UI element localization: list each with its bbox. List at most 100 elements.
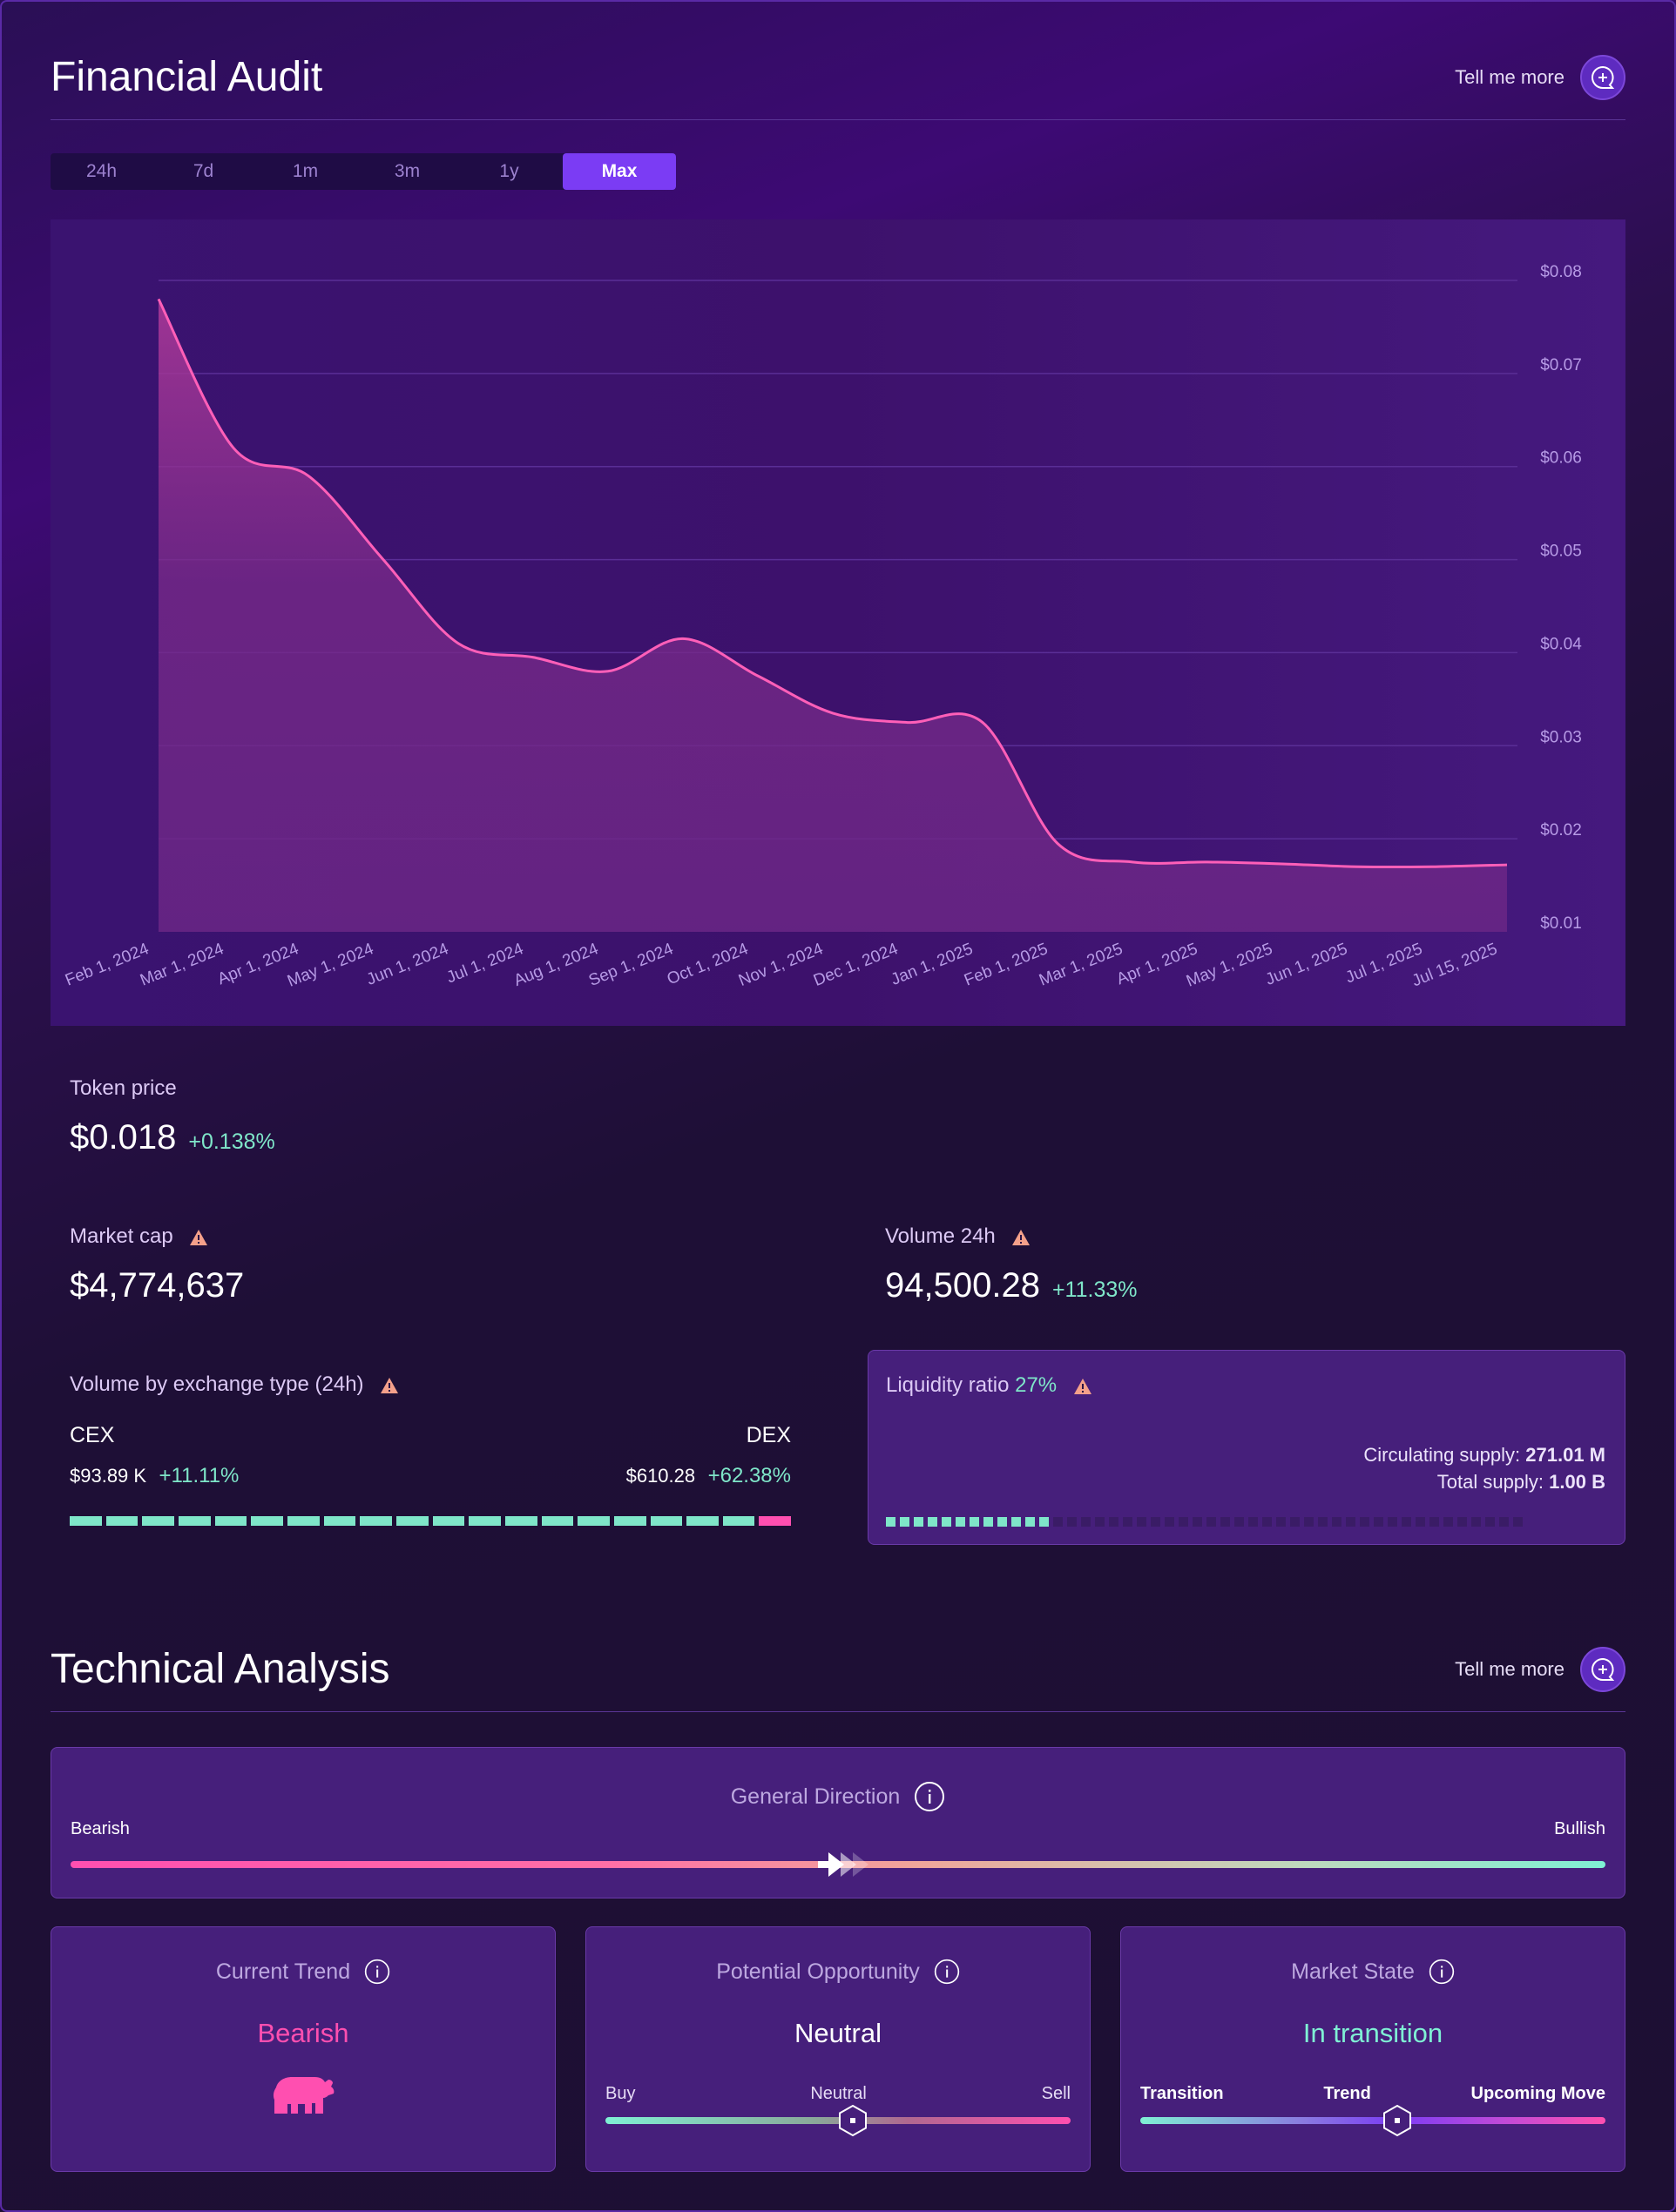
liquidity-segment-empty bbox=[1471, 1517, 1481, 1527]
liquidity-segment-empty bbox=[1123, 1517, 1132, 1527]
opportunity-scale-labels: Buy Neutral Sell bbox=[605, 2084, 1071, 2104]
liquidity-segment-empty bbox=[1513, 1517, 1523, 1527]
cex-segment bbox=[323, 1516, 356, 1526]
y-tick-label: $0.03 bbox=[1540, 728, 1582, 746]
cex-segment bbox=[251, 1516, 283, 1526]
market-cap-label-row: Market cap bbox=[70, 1224, 244, 1249]
liquidity-segment-empty bbox=[1499, 1517, 1509, 1527]
price-chart-svg: $0.08 $0.07 $0.06 $0.05 $0.04 $0.03 $0.02 $0.01… bbox=[63, 263, 1582, 991]
liquidity-segment-filled bbox=[997, 1517, 1007, 1527]
buy-label: Buy bbox=[605, 2084, 636, 2103]
trend-title: Current Trend bbox=[215, 1959, 351, 1984]
chat-plus-icon[interactable] bbox=[1580, 1646, 1625, 1692]
liquidity-segment-empty bbox=[1290, 1517, 1300, 1527]
cex-segment bbox=[70, 1516, 102, 1526]
liquidity-segment-empty bbox=[1457, 1517, 1467, 1527]
dex-label: DEX bbox=[746, 1423, 791, 1447]
warning-icon[interactable] bbox=[1073, 1378, 1092, 1395]
x-tick-label: Jun 1, 2025 bbox=[1263, 940, 1350, 989]
x-tick-label: May 1, 2025 bbox=[1184, 940, 1275, 991]
cex-segment bbox=[613, 1516, 646, 1526]
x-tick-label: Oct 1, 2024 bbox=[665, 940, 751, 988]
bullish-label: Bullish bbox=[1554, 1819, 1605, 1838]
liquidity-segment-empty bbox=[1109, 1517, 1118, 1527]
liquidity-segment-empty bbox=[1193, 1517, 1202, 1527]
y-tick-label: $0.01 bbox=[1540, 914, 1582, 933]
tab-24h[interactable]: 24h bbox=[85, 161, 118, 181]
price-area bbox=[159, 299, 1507, 932]
x-tick-label: Jul 15, 2025 bbox=[1409, 940, 1500, 990]
technical-tell-more-button[interactable]: Tell me more bbox=[1455, 1646, 1625, 1692]
liquidity-segment-filled bbox=[1025, 1517, 1035, 1527]
bear-icon bbox=[273, 2077, 335, 2114]
cex-segment bbox=[395, 1516, 429, 1526]
liquidity-segment-empty bbox=[1053, 1517, 1063, 1527]
liquidity-segment-empty bbox=[1360, 1517, 1369, 1527]
exchange-volume-block: Volume by exchange type (24h) CEX DEX $9… bbox=[70, 1372, 792, 1526]
liquidity-segment-filled bbox=[928, 1517, 937, 1527]
liquidity-segment-empty bbox=[1165, 1517, 1174, 1527]
x-tick-label: Sep 1, 2024 bbox=[586, 940, 676, 990]
liquidity-segment-empty bbox=[1095, 1517, 1105, 1527]
tab-1m[interactable]: 1m bbox=[292, 161, 319, 181]
dex-segment bbox=[759, 1516, 792, 1526]
market-state-card: Market State In transition Transition Tr… bbox=[1120, 1926, 1625, 2172]
cex-segment bbox=[178, 1516, 211, 1526]
x-tick-label: May 1, 2024 bbox=[285, 940, 376, 991]
x-tick-label: Nov 1, 2024 bbox=[736, 940, 826, 990]
general-direction-card: General Direction Bearish Bullish bbox=[51, 1747, 1625, 1898]
price-chart: $0.08 $0.07 $0.06 $0.05 $0.04 $0.03 $0.02 $0.01… bbox=[51, 219, 1625, 1026]
tab-3m[interactable]: 3m bbox=[394, 161, 421, 181]
market-cap-value: $4,774,637 bbox=[70, 1266, 245, 1305]
liquidity-segment-empty bbox=[1388, 1517, 1397, 1527]
liquidity-segment-empty bbox=[1304, 1517, 1314, 1527]
info-icon[interactable] bbox=[914, 1781, 945, 1812]
state-title: Market State bbox=[1291, 1959, 1415, 1984]
liquidity-segment-filled bbox=[942, 1517, 951, 1527]
warning-icon[interactable] bbox=[380, 1377, 399, 1394]
state-marker-icon bbox=[1382, 2104, 1411, 2137]
info-icon[interactable] bbox=[364, 1959, 390, 1985]
tab-7d[interactable]: 7d bbox=[193, 161, 214, 181]
supply-info: Circulating supply: 271.01 M Total suppl… bbox=[1363, 1441, 1605, 1495]
trend-value: Bearish bbox=[257, 2018, 349, 2048]
liquidity-segment-filled bbox=[1011, 1517, 1021, 1527]
liquidity-segment-filled bbox=[900, 1517, 909, 1527]
x-tick-label: Mar 1, 2025 bbox=[1037, 940, 1125, 989]
cex-segment bbox=[469, 1516, 501, 1526]
opportunity-title-row: Potential Opportunity bbox=[586, 1959, 1090, 1985]
warning-icon[interactable] bbox=[189, 1229, 208, 1246]
info-icon[interactable] bbox=[1429, 1959, 1455, 1985]
volume-block: Volume 24h 94,500.28 +11.33% bbox=[885, 1224, 1138, 1305]
financial-title: Financial Audit bbox=[51, 54, 323, 100]
volume-change: +11.33% bbox=[1051, 1278, 1138, 1302]
liquidity-segment-empty bbox=[1416, 1517, 1425, 1527]
opportunity-marker-icon bbox=[839, 2104, 868, 2137]
volume-label: Volume 24h bbox=[885, 1224, 996, 1248]
warning-icon[interactable] bbox=[1011, 1229, 1031, 1246]
chat-plus-icon[interactable] bbox=[1580, 54, 1625, 100]
tell-more-label: Tell me more bbox=[1455, 1657, 1564, 1680]
x-tick-label: Jun 1, 2024 bbox=[364, 940, 451, 989]
exchange-label-row: Volume by exchange type (24h) bbox=[70, 1372, 791, 1397]
liquidity-segment-empty bbox=[1137, 1517, 1146, 1527]
liquidity-segment-empty bbox=[1332, 1517, 1341, 1527]
dex-value: $610.28 bbox=[625, 1465, 696, 1487]
liquidity-segment-empty bbox=[1262, 1517, 1272, 1527]
total-supply-label: Total supply: bbox=[1436, 1471, 1544, 1493]
info-icon[interactable] bbox=[934, 1959, 960, 1985]
financial-tell-more-button[interactable]: Tell me more bbox=[1455, 54, 1625, 100]
direction-marker-icon bbox=[818, 1852, 869, 1877]
liquidity-segment-empty bbox=[1220, 1517, 1230, 1527]
cex-change: +11.11% bbox=[159, 1464, 240, 1487]
tab-1y[interactable]: 1y bbox=[499, 161, 519, 181]
tab-max[interactable]: Max bbox=[563, 153, 676, 190]
exchange-label: Volume by exchange type (24h) bbox=[70, 1372, 364, 1396]
liquidity-segment-empty bbox=[1443, 1517, 1453, 1527]
bearish-label: Bearish bbox=[71, 1819, 130, 1838]
cex-segment bbox=[287, 1516, 320, 1526]
liquidity-segment-empty bbox=[1485, 1517, 1495, 1527]
trend-title-row: Current Trend bbox=[51, 1959, 555, 1985]
liquidity-segment-empty bbox=[1151, 1517, 1160, 1527]
